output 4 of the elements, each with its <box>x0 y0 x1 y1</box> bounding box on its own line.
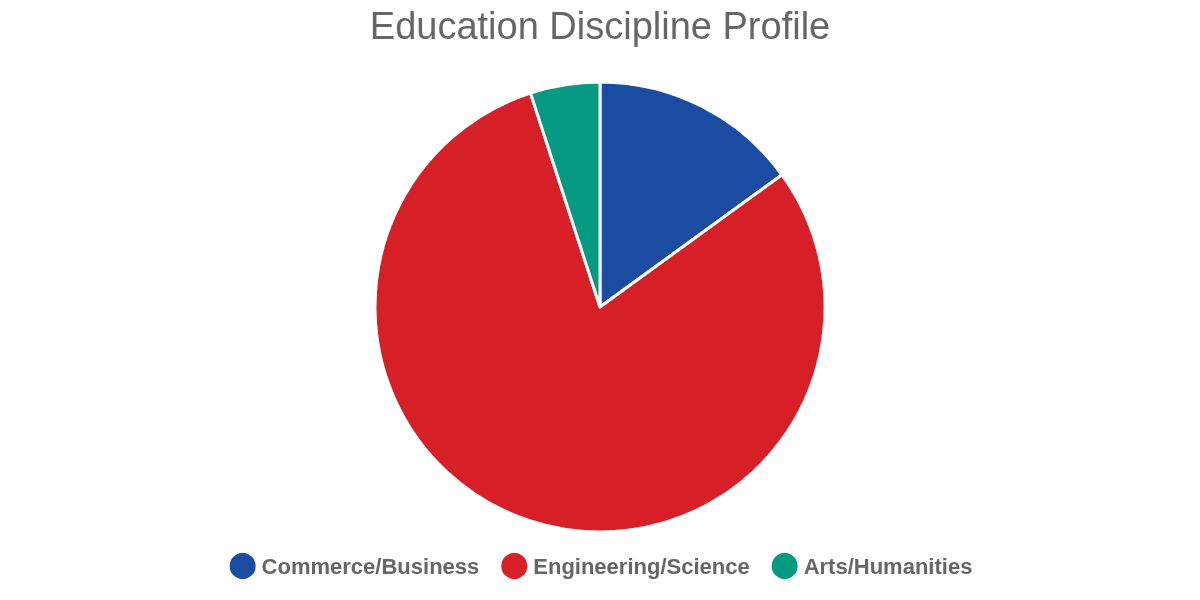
chart-title: Education Discipline Profile <box>369 5 831 47</box>
legend-label: Commerce/Business <box>261 553 480 579</box>
legend-label: Engineering/Science <box>533 553 750 579</box>
legend-label: Arts/Humanities <box>803 553 973 579</box>
